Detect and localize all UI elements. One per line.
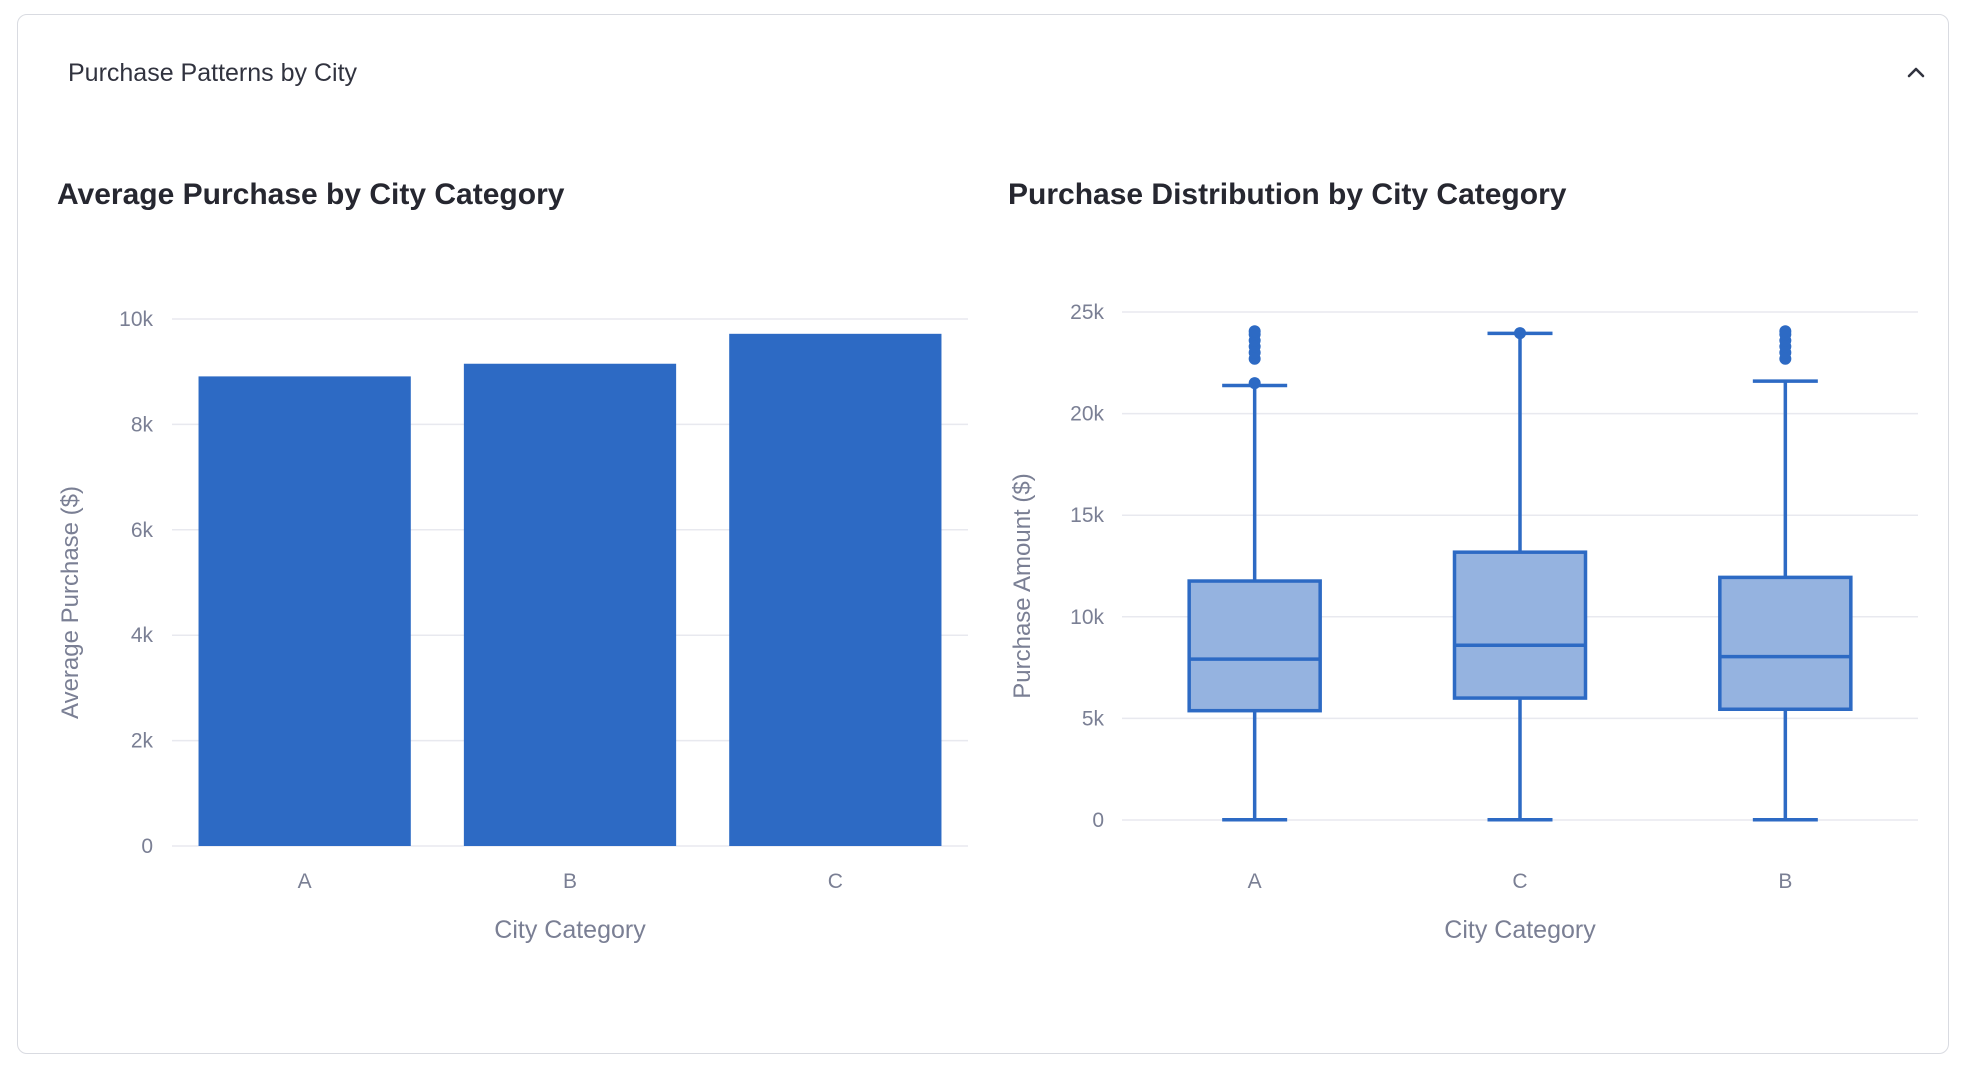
bar-chart-xtick-label: A xyxy=(298,870,312,893)
bar-chart-ytick-label: 8k xyxy=(131,413,154,436)
bar-chart-x-axis-title: City Category xyxy=(494,916,646,944)
bar-C xyxy=(729,333,942,846)
box-chart-title: Purchase Distribution by City Category xyxy=(1008,178,1567,211)
box-chart-x-axis-title: City Category xyxy=(1444,916,1596,944)
box-C xyxy=(1452,550,1588,700)
expander-title[interactable]: Purchase Patterns by City xyxy=(68,59,358,87)
outlier-point-C xyxy=(1514,327,1526,340)
box-chart-ytick-label: 20k xyxy=(1070,403,1104,426)
bar-chart-ytick-label: 4k xyxy=(131,624,154,647)
box-chart-ytick-label: 15k xyxy=(1070,504,1104,527)
outlier-point-A xyxy=(1248,377,1261,390)
box-B xyxy=(1718,575,1853,712)
box-A xyxy=(1187,579,1322,713)
bar-chart-ytick-label: 6k xyxy=(131,519,154,542)
outlier-point-A xyxy=(1248,325,1261,338)
expander-card: Purchase Patterns by City xyxy=(17,14,1949,1054)
bar-chart-xtick-label: B xyxy=(563,870,577,893)
box-chart-ytick-label: 25k xyxy=(1070,301,1104,324)
bar-chart-ytick-label: 2k xyxy=(131,730,154,753)
box-chart-xtick-label: A xyxy=(1248,870,1262,893)
box-chart-ytick-label: 10k xyxy=(1070,606,1104,629)
box-chart-xtick-label: C xyxy=(1512,870,1527,893)
outlier-point-B xyxy=(1779,325,1792,338)
box-chart-xtick-label: B xyxy=(1778,870,1792,893)
bar-chart-xtick-label: C xyxy=(828,870,843,893)
box-chart-ytick-label: 5k xyxy=(1082,707,1105,730)
bar-A xyxy=(198,376,411,846)
box-chart-ytick-label: 0 xyxy=(1092,809,1104,832)
bar-chart-ytick-label: 0 xyxy=(141,835,153,858)
bar-chart-ytick-label: 10k xyxy=(119,308,153,331)
bar-chart-y-axis-title: Average Purchase ($) xyxy=(57,486,84,719)
chevron-up-icon[interactable] xyxy=(1904,61,1928,85)
bar-B xyxy=(463,363,677,846)
box-chart-y-axis-title: Purchase Amount ($) xyxy=(1009,473,1036,698)
bar-chart-title: Average Purchase by City Category xyxy=(57,178,565,211)
